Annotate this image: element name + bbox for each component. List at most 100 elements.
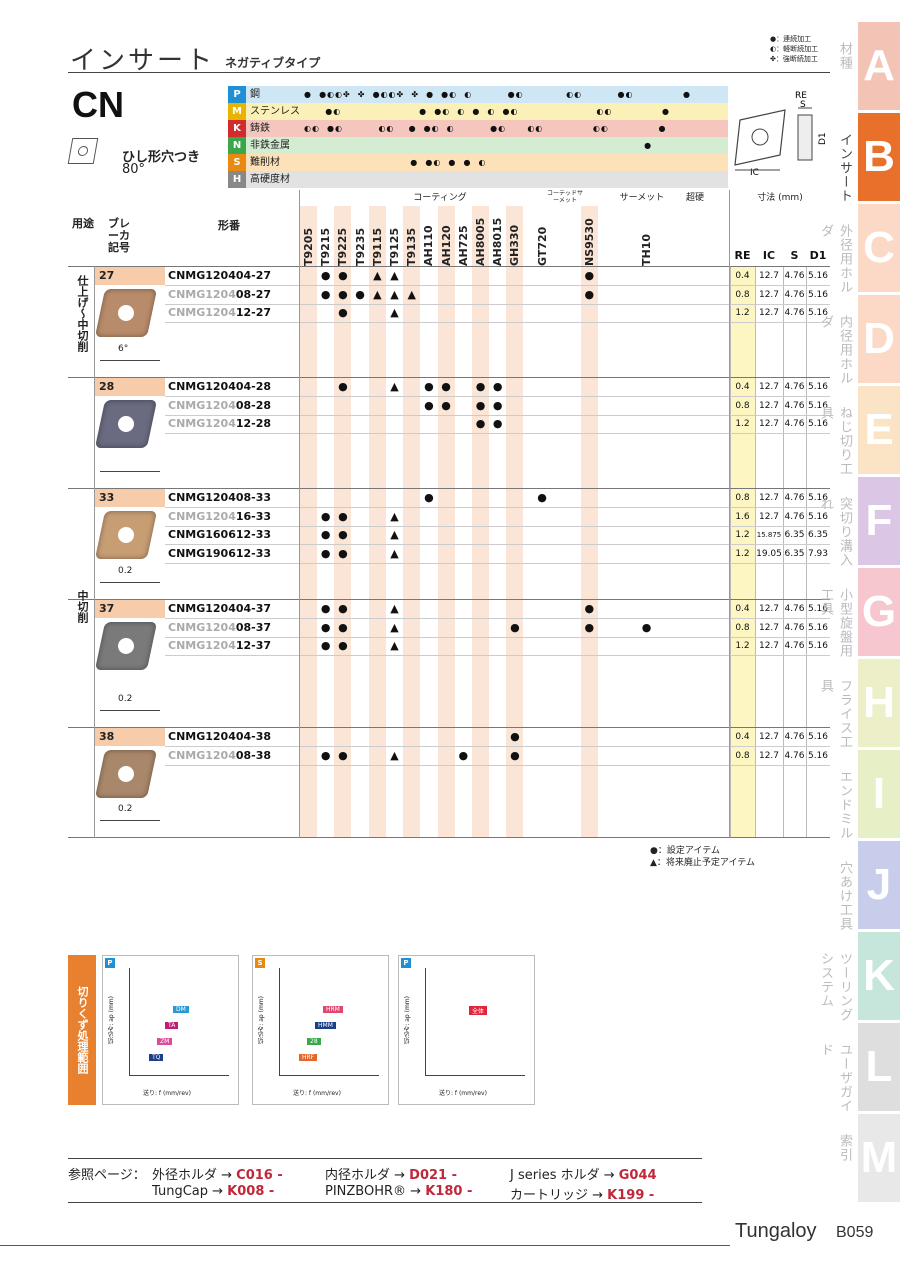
dim-value-RE: 0.8 bbox=[735, 493, 750, 503]
model-number: CNMG120412-28 bbox=[168, 415, 271, 433]
side-tab-E[interactable]: E bbox=[858, 386, 900, 474]
side-tab-B[interactable]: B bbox=[858, 113, 900, 201]
model-number: CNMG120404-27 bbox=[168, 267, 271, 285]
ref-item[interactable]: PINZBOHR® → K180 - bbox=[325, 1184, 472, 1199]
side-tab-label[interactable]: インサート bbox=[837, 133, 852, 203]
side-tab-label[interactable]: フライス工具 bbox=[818, 679, 852, 749]
model-suffix: CNMG120404-28 bbox=[168, 380, 272, 393]
grade-label-T9215: T9215 bbox=[319, 227, 333, 266]
block-rule bbox=[68, 488, 830, 489]
graph-y-label: 切込み: ap (mm) bbox=[258, 996, 265, 1044]
page-title: インサート bbox=[70, 46, 216, 76]
material-letter: S bbox=[228, 154, 246, 171]
grade-mark-GH330: ● bbox=[510, 730, 520, 743]
side-tab-label[interactable]: ユーザガイド bbox=[818, 1043, 852, 1113]
dim-value-D1: 5.16 bbox=[807, 493, 829, 503]
legend-standard-item: ●：設定アイテム bbox=[650, 846, 720, 856]
side-tab-I[interactable]: I bbox=[858, 750, 900, 838]
dim-value-D1: 5.16 bbox=[807, 511, 829, 522]
dim-value-IC: 12.7 bbox=[758, 641, 780, 651]
model-suffix: 08-37 bbox=[235, 620, 272, 634]
model-number: CNMG160612-33 bbox=[168, 526, 271, 544]
grade-column-bg bbox=[533, 206, 551, 838]
dim-value-IC: 19.05 bbox=[756, 548, 782, 559]
dim-value-RE: 1.2 bbox=[735, 308, 750, 318]
side-tab-J[interactable]: J bbox=[858, 841, 900, 929]
row-rule bbox=[165, 285, 830, 286]
model-suffix: 08-28 bbox=[235, 398, 272, 412]
insert-angle: 80° bbox=[122, 162, 146, 177]
side-tab-F[interactable]: F bbox=[858, 477, 900, 565]
ref-item[interactable]: 外径ホルダ → C016 - bbox=[152, 1164, 283, 1183]
dim-value-S: 4.76 bbox=[784, 622, 805, 633]
breaker-angle-label: 0.2 bbox=[118, 694, 133, 704]
ref-page: C016 - bbox=[236, 1168, 283, 1183]
grade-mark-T9125: ▲ bbox=[390, 748, 399, 762]
side-tab-K[interactable]: K bbox=[858, 932, 900, 1020]
side-tab-label[interactable]: ツーリングシステム bbox=[818, 952, 852, 1022]
side-tab-label[interactable]: 外径用ホルダ bbox=[818, 224, 852, 294]
ref-item[interactable]: J series ホルダ → G044 bbox=[510, 1164, 657, 1183]
breaker-code: 28 bbox=[95, 378, 165, 396]
ref-title: TungCap → bbox=[152, 1184, 228, 1199]
grade-mark-T9125: ▲ bbox=[390, 639, 399, 652]
grade-mark-T9125: ▲ bbox=[390, 269, 399, 282]
model-suffix: CNMG120408-33 bbox=[168, 491, 272, 504]
side-tab-G[interactable]: G bbox=[858, 568, 900, 656]
material-suitability: ● bbox=[304, 141, 653, 150]
grade-mark-AH120: ● bbox=[441, 398, 451, 412]
ref-item[interactable]: 内径ホルダ → D021 - bbox=[325, 1164, 457, 1183]
graph-x-label: 送り: f (mm/rev) bbox=[293, 1090, 341, 1097]
side-tab-A[interactable]: A bbox=[858, 22, 900, 110]
dim-value-S: 6.35 bbox=[784, 548, 805, 559]
side-tab-label[interactable]: 材種 bbox=[837, 42, 852, 70]
material-letter: K bbox=[228, 120, 246, 137]
material-row-H: H 高硬度材 bbox=[228, 171, 728, 188]
side-tab-label[interactable]: 索引 bbox=[837, 1134, 852, 1162]
dim-value-IC: 12.7 bbox=[758, 419, 780, 429]
ref-item[interactable]: カートリッジ → K199 - bbox=[510, 1184, 654, 1203]
grade-label-TH10: TH10 bbox=[640, 233, 653, 266]
dim-value-IC: 15.875 bbox=[756, 531, 782, 539]
dim-header-S: S bbox=[790, 249, 799, 262]
side-tab-label[interactable]: 穴あけ工具 bbox=[837, 861, 852, 931]
dim-value-D1: 5.16 bbox=[807, 419, 829, 429]
dim-value-RE: 1.2 bbox=[735, 548, 750, 559]
side-tab-label[interactable]: 突切り溝入れ bbox=[818, 497, 852, 567]
side-tab-M[interactable]: M bbox=[858, 1114, 900, 1202]
side-tab-D[interactable]: D bbox=[858, 295, 900, 383]
grade-mark-T9235: ● bbox=[355, 287, 365, 301]
material-name: 高硬度材 bbox=[250, 174, 290, 185]
dim-value-RE: 1.6 bbox=[735, 511, 750, 522]
material-suitability: ● ●◐ ● ● ◐ bbox=[304, 158, 487, 167]
legend-light-interrupted: ◐：軽断続加工 bbox=[770, 45, 819, 53]
model-number: CNMG120408-27 bbox=[168, 286, 271, 304]
side-tab-C[interactable]: C bbox=[858, 204, 900, 292]
ref-item[interactable]: TungCap → K008 - bbox=[152, 1184, 274, 1199]
grade-column-bg bbox=[454, 206, 472, 838]
side-tab-label[interactable]: 小型旋盤用工具 bbox=[818, 588, 852, 658]
graph-plot-area bbox=[425, 968, 525, 1076]
row-rule bbox=[165, 544, 830, 545]
side-tab-label[interactable]: エンドミル bbox=[837, 770, 852, 840]
model-number: CNMG190612-33 bbox=[168, 545, 271, 563]
side-tab-L[interactable]: L bbox=[858, 1023, 900, 1111]
grade-mark-T9125: ▲ bbox=[390, 528, 399, 541]
grade-column-bg bbox=[638, 206, 655, 838]
model-suffix: CNMG160612-33 bbox=[168, 528, 272, 541]
model-suffix: 16-33 bbox=[235, 509, 272, 523]
row-rule bbox=[165, 322, 830, 323]
legend-discontinued-item: ▲：将来廃止予定アイテム bbox=[650, 858, 756, 868]
dim-value-S: 4.76 bbox=[784, 604, 805, 614]
grade-mark-T9215: ● bbox=[320, 509, 331, 523]
grade-label-AH120: AH120 bbox=[439, 225, 453, 266]
chip-range-label: 切りくず処理範囲 bbox=[68, 955, 96, 1105]
side-tab-label[interactable]: ねじ切り工具 bbox=[818, 406, 852, 476]
table-bottom-rule bbox=[68, 837, 830, 838]
material-suitability: ◐◐ ●◐ ◐◐ ● ●◐ ◐ ●◐ ◐◐ ◐◐ ● bbox=[304, 124, 667, 133]
side-tab-H[interactable]: H bbox=[858, 659, 900, 747]
side-tab-label[interactable]: 内径用ホルダ bbox=[818, 315, 852, 385]
grade-mark-T9125: ▲ bbox=[390, 509, 399, 523]
dim-value-S: 4.76 bbox=[784, 511, 805, 522]
grade-label-AH725: AH725 bbox=[456, 225, 470, 266]
